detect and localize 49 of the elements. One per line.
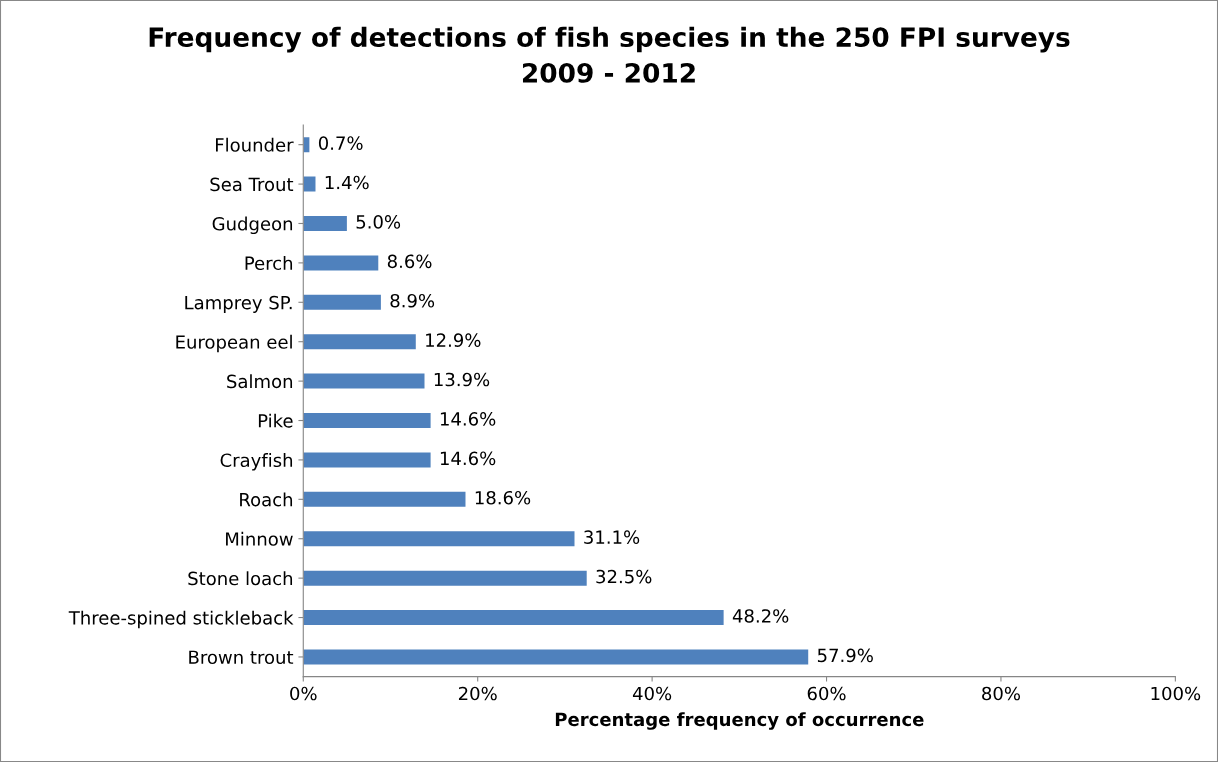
y-tick-label: European eel xyxy=(176,334,292,353)
y-tick-label: Brown trout xyxy=(189,650,294,665)
y-tick-label: Lamprey SP. xyxy=(185,295,292,313)
data-label: 57.9% xyxy=(817,648,873,663)
data-label: 5.0% xyxy=(356,215,401,229)
bar xyxy=(303,373,425,389)
data-label: 18.6% xyxy=(475,490,531,505)
data-label: 13.9% xyxy=(434,372,490,387)
data-label: 14.6% xyxy=(440,451,496,466)
y-tick-label: Crayfish xyxy=(220,453,293,471)
x-tick-label: 0% xyxy=(290,686,317,701)
y-tick-label: Stone loach xyxy=(188,571,293,586)
x-tick-label: 20% xyxy=(458,686,497,701)
bar xyxy=(303,255,379,271)
bar xyxy=(303,413,431,428)
bar xyxy=(303,649,809,665)
data-label: 8.9% xyxy=(390,293,435,308)
data-label: 32.5% xyxy=(596,569,652,584)
bar xyxy=(303,216,347,231)
bar xyxy=(303,452,431,468)
y-tick-label: Sea Trout xyxy=(210,177,294,192)
x-tick-label: 60% xyxy=(807,686,846,701)
data-label: 12.9% xyxy=(426,333,481,347)
x-tick-label: 40% xyxy=(632,686,672,701)
bar xyxy=(303,491,466,507)
y-tick-label: Three-spined stickleback xyxy=(68,610,294,629)
data-label: 14.6% xyxy=(440,412,496,426)
data-label: 1.4% xyxy=(325,175,369,190)
y-tick-label: Flounder xyxy=(216,137,294,152)
bar xyxy=(303,176,316,192)
data-label: 31.1% xyxy=(584,530,640,544)
y-tick-label: Perch xyxy=(245,256,293,271)
bar xyxy=(303,294,381,310)
data-label: 8.6% xyxy=(387,254,432,269)
y-tick-label: Gudgeon xyxy=(212,216,293,235)
chart-title: Frequency of detections of fish species in the 250 FPI surveys 2009 - 2012 xyxy=(149,26,1070,83)
x-tick-label: 100% xyxy=(1151,686,1201,701)
data-label: 48.2% xyxy=(732,609,789,623)
bar xyxy=(303,610,724,626)
y-tick-label: Minnow xyxy=(226,531,293,546)
y-tick-label: Pike xyxy=(258,413,293,428)
x-tick-label: 80% xyxy=(982,686,1021,701)
data-label: 0.7% xyxy=(318,136,363,150)
x-axis-title: Percentage frequency of occurrence xyxy=(555,712,924,730)
bar xyxy=(303,334,416,350)
bar xyxy=(303,570,587,586)
y-tick-label: Roach xyxy=(240,492,293,507)
y-tick-label: Salmon xyxy=(227,374,293,389)
bar xyxy=(303,531,575,547)
